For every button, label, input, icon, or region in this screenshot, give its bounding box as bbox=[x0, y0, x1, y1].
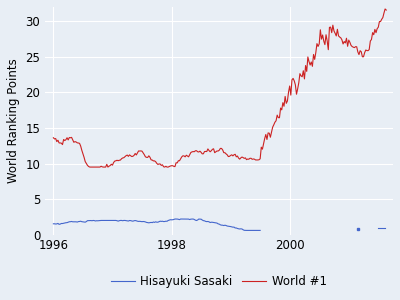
World #1 bbox=[51, 136, 56, 140]
Hisayuki Sasaki bbox=[116, 219, 120, 223]
Hisayuki Sasaki bbox=[52, 222, 57, 226]
World #1 bbox=[87, 165, 92, 169]
Hisayuki Sasaki bbox=[243, 229, 248, 232]
Y-axis label: World Ranking Points: World Ranking Points bbox=[7, 58, 20, 183]
World #1 bbox=[106, 165, 110, 169]
Hisayuki Sasaki bbox=[156, 220, 160, 224]
World #1 bbox=[156, 163, 160, 166]
Line: World #1: World #1 bbox=[54, 9, 386, 167]
World #1 bbox=[334, 34, 339, 38]
World #1 bbox=[384, 8, 389, 12]
World #1 bbox=[168, 164, 173, 168]
Hisayuki Sasaki bbox=[140, 220, 144, 224]
World #1 bbox=[306, 55, 310, 59]
Hisayuki Sasaki bbox=[78, 219, 83, 223]
Hisayuki Sasaki bbox=[172, 217, 177, 221]
Hisayuki Sasaki bbox=[258, 229, 262, 232]
World #1 bbox=[383, 7, 388, 11]
Line: Hisayuki Sasaki: Hisayuki Sasaki bbox=[54, 219, 260, 230]
World #1 bbox=[72, 140, 76, 144]
Hisayuki Sasaki bbox=[83, 220, 88, 224]
Hisayuki Sasaki bbox=[51, 222, 56, 226]
Legend: Hisayuki Sasaki, World #1: Hisayuki Sasaki, World #1 bbox=[106, 270, 331, 292]
